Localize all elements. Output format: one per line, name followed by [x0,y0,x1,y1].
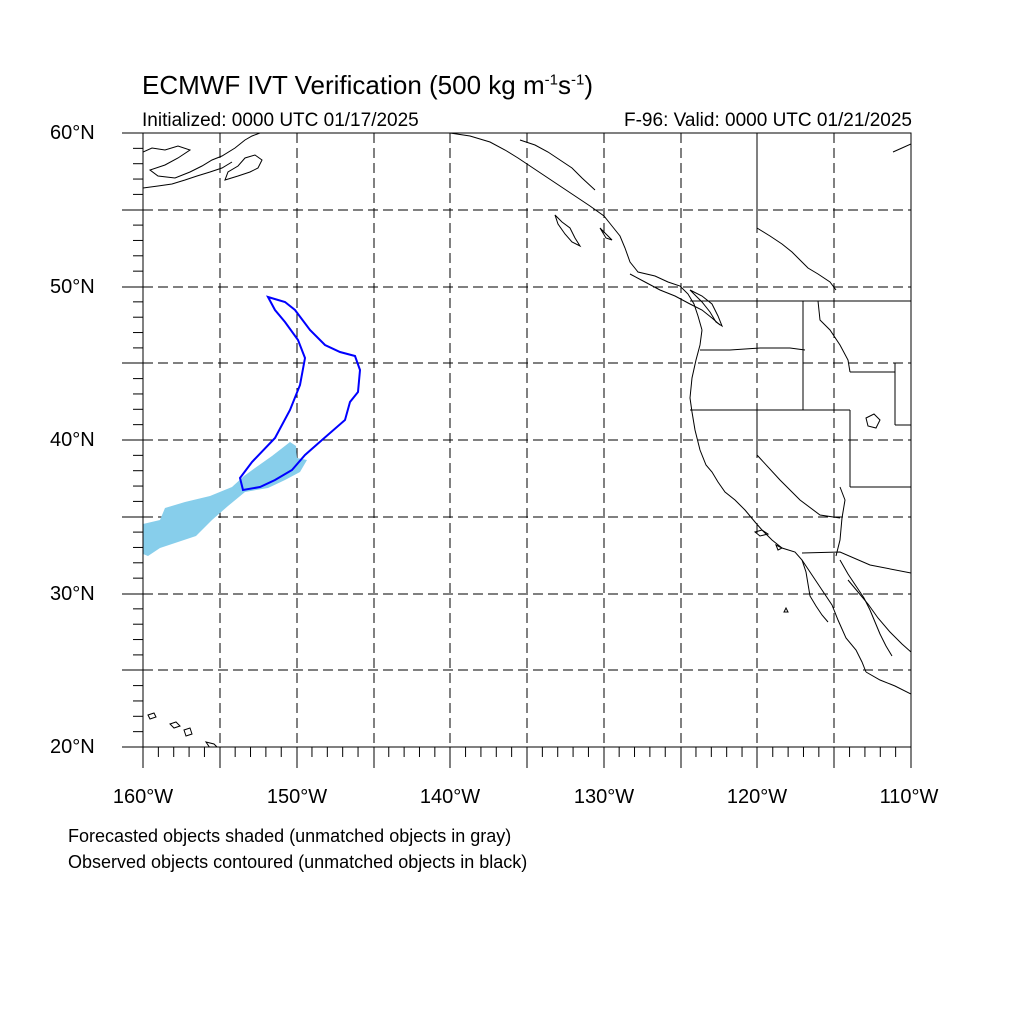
valid-time: F-96: Valid: 0000 UTC 01/21/2025 [624,110,912,131]
observed-object [238,295,362,492]
map-title: ECMWF IVT Verification (500 kg m-1s-1) [142,70,593,100]
lon-label-110w: 110°W [879,786,939,808]
lon-label-120w: 120°W [726,786,788,808]
political-borders [690,133,911,574]
initialized-time: Initialized: 0000 UTC 01/17/2025 [142,110,419,131]
forecast-note: Forecasted objects shaded (unmatched obj… [68,826,512,846]
lon-label-130w: 130°W [573,786,635,808]
lon-label-140w: 140°W [419,786,481,808]
observed-note: Observed objects contoured (unmatched ob… [68,852,528,872]
minor-ticks [133,147,897,757]
lat-label-50n: 50°N [50,276,95,298]
lon-label-150w: 150°W [266,786,328,808]
lat-label-30n: 30°N [50,583,95,605]
grid-lines [143,133,911,747]
coastlines [143,133,911,747]
lat-label-40n: 40°N [50,429,95,451]
forecast-object [143,442,307,556]
axis-ticks [122,132,912,768]
lat-label-60n: 60°N [50,122,95,144]
lat-label-20n: 20°N [50,736,95,758]
lon-label-160w: 160°W [112,786,174,808]
